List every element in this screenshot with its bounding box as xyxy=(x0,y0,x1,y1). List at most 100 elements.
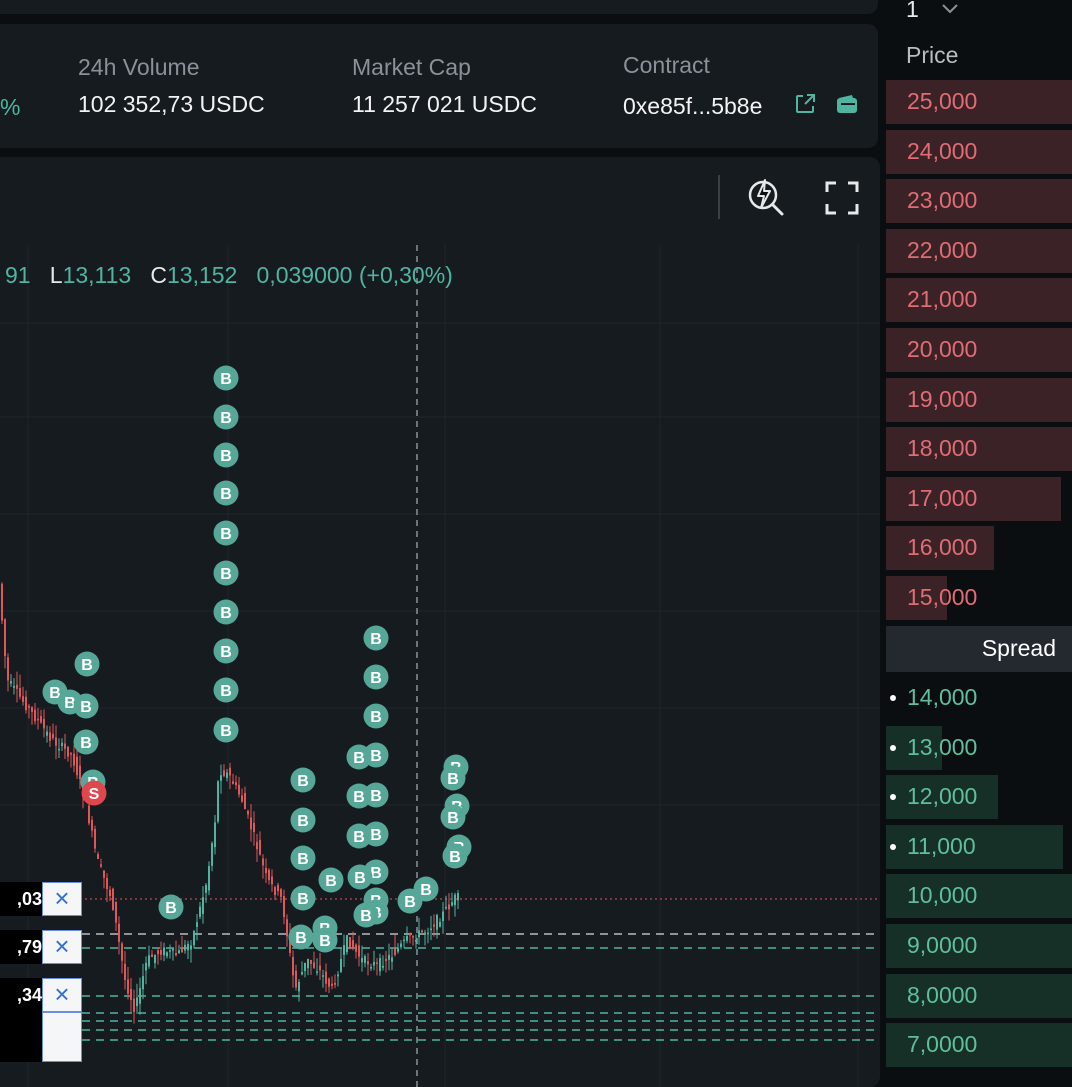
external-link-icon[interactable] xyxy=(794,93,816,115)
svg-text:B: B xyxy=(370,748,382,765)
candle-body xyxy=(457,893,459,901)
buy-marker[interactable]: B xyxy=(213,677,239,703)
order-price-box: ,79 xyxy=(0,930,42,964)
depth-bar xyxy=(886,427,1072,472)
price-change-fragment: % xyxy=(0,94,21,120)
chevron-down-icon[interactable] xyxy=(940,2,960,16)
buy-marker[interactable]: B xyxy=(213,442,239,468)
buy-marker[interactable]: B xyxy=(73,693,99,719)
candle-body xyxy=(46,731,48,736)
candle-body xyxy=(358,945,360,957)
buy-marker[interactable]: B xyxy=(73,729,99,755)
buy-marker[interactable]: B xyxy=(346,823,372,849)
buy-marker[interactable]: B xyxy=(318,867,344,893)
buy-marker[interactable]: B xyxy=(440,804,466,830)
bid-row[interactable]: 9,0000 xyxy=(886,924,1072,968)
buy-marker[interactable]: B xyxy=(363,625,389,651)
buy-marker[interactable]: B xyxy=(213,560,239,586)
depth-selector-value[interactable]: 1 xyxy=(906,0,919,22)
volume-label: 24h Volume xyxy=(78,54,200,80)
buy-marker[interactable]: B xyxy=(288,924,314,950)
ask-row[interactable]: 25,000 xyxy=(886,80,1072,124)
ohlc-change-abs: 0,039000 xyxy=(256,262,353,288)
price-column-header: Price xyxy=(906,42,959,68)
sell-marker[interactable]: S xyxy=(81,780,107,806)
bid-price: 7,0000 xyxy=(907,1031,978,1058)
wallet-icon[interactable] xyxy=(836,94,858,114)
candle-body xyxy=(412,936,414,938)
buy-marker[interactable]: B xyxy=(353,902,379,928)
buy-marker[interactable]: B xyxy=(413,876,439,902)
buy-marker[interactable]: B xyxy=(213,717,239,743)
candle-body xyxy=(115,901,117,923)
bid-row[interactable]: 13,000 xyxy=(886,725,1072,770)
bid-row[interactable]: 12,000 xyxy=(886,775,1072,820)
buy-marker[interactable]: B xyxy=(213,365,239,391)
buy-marker[interactable]: B xyxy=(213,404,239,430)
price-chart[interactable]: BBBBBBBBBBBBBBBBSBBBBBBBBBBBBBBBBBBBBBBB… xyxy=(0,157,880,1087)
buy-marker[interactable]: B xyxy=(312,927,338,953)
stacked-order-boxes[interactable] xyxy=(0,1012,82,1062)
ask-row[interactable]: 18,000 xyxy=(886,427,1072,472)
candle-body xyxy=(370,966,372,969)
candle-body xyxy=(184,944,186,951)
ohlc-close-value: 13,152 xyxy=(167,262,238,288)
ask-row[interactable]: 22,000 xyxy=(886,228,1072,273)
svg-text:B: B xyxy=(297,891,309,908)
buy-marker[interactable]: B xyxy=(363,703,389,729)
candle-body xyxy=(118,923,120,942)
cancel-order-button[interactable]: × xyxy=(42,978,82,1012)
contract-address[interactable]: 0xe85f...5b8e xyxy=(623,93,763,119)
depth-bar xyxy=(886,278,1072,323)
ask-row[interactable]: 20,000 xyxy=(886,328,1072,372)
buy-marker[interactable]: B xyxy=(440,765,466,791)
bid-row[interactable]: 11,000 xyxy=(886,824,1072,869)
bid-row[interactable]: 8,0000 xyxy=(886,973,1072,1018)
buy-marker[interactable]: B xyxy=(363,664,389,690)
candle-body xyxy=(37,718,39,721)
ask-row[interactable]: 17,000 xyxy=(886,476,1072,521)
buy-marker[interactable]: B xyxy=(346,783,372,809)
buy-marker[interactable]: B xyxy=(290,807,316,833)
depth-bar xyxy=(886,80,1072,124)
candle-body xyxy=(442,911,444,922)
candle-body xyxy=(304,962,306,972)
ask-row[interactable]: 24,000 xyxy=(886,129,1072,174)
bid-row[interactable]: 7,0000 xyxy=(886,1023,1072,1068)
ask-row[interactable]: 16,000 xyxy=(886,526,1072,571)
buy-marker[interactable]: B xyxy=(347,864,373,890)
ask-row[interactable]: 15,000 xyxy=(886,576,1072,620)
buy-marker[interactable]: B xyxy=(213,480,239,506)
candle-body xyxy=(70,753,72,755)
buy-marker[interactable]: B xyxy=(442,843,468,869)
buy-marker[interactable]: B xyxy=(290,845,316,871)
buy-marker[interactable]: B xyxy=(213,638,239,664)
buy-marker[interactable]: B xyxy=(158,894,184,920)
quick-search-icon[interactable] xyxy=(746,175,786,217)
depth-bar xyxy=(886,775,998,820)
bid-row[interactable]: 14,000 xyxy=(886,676,1072,720)
candle-body xyxy=(172,948,174,951)
ask-row[interactable]: 23,000 xyxy=(886,179,1072,224)
buy-marker[interactable]: B xyxy=(290,767,316,793)
chart-panel[interactable]: BBBBBBBBBBBBBBBBSBBBBBBBBBBBBBBBBBBBBBBB… xyxy=(0,157,880,1087)
ask-row[interactable]: 19,000 xyxy=(886,377,1072,422)
buy-marker[interactable]: B xyxy=(346,744,372,770)
fullscreen-icon[interactable] xyxy=(825,181,859,215)
candle-body xyxy=(283,896,285,918)
buy-marker[interactable]: B xyxy=(213,599,239,625)
cancel-order-button[interactable]: × xyxy=(42,882,82,916)
bid-row[interactable]: 10,000 xyxy=(886,874,1072,919)
candle-body xyxy=(397,948,399,952)
depth-bar xyxy=(886,129,1072,174)
buy-marker[interactable]: B xyxy=(213,520,239,546)
buy-marker[interactable]: B xyxy=(290,885,316,911)
candle-body xyxy=(148,955,150,967)
buy-marker[interactable]: B xyxy=(74,651,100,677)
candle-body xyxy=(241,795,243,802)
ask-row[interactable]: 21,000 xyxy=(886,278,1072,323)
candle-body xyxy=(325,971,327,984)
cancel-order-button[interactable]: × xyxy=(42,930,82,964)
candle-body xyxy=(406,936,408,941)
candle-body xyxy=(4,619,6,657)
